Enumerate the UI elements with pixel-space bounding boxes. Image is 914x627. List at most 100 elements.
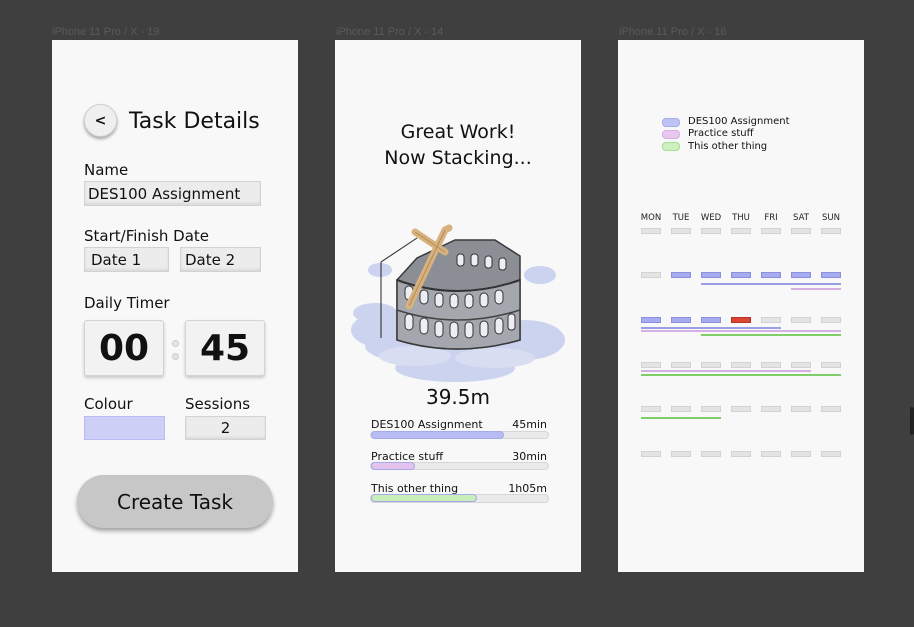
session-bar [641, 374, 841, 376]
calendar-cell[interactable] [761, 406, 781, 412]
calendar-cell[interactable] [821, 406, 841, 412]
calendar-cell[interactable] [791, 228, 811, 234]
headline-line-2: Now Stacking... [384, 147, 532, 169]
calendar-cell[interactable] [761, 272, 781, 278]
day-sat: SAT [793, 213, 809, 223]
calendar-cell[interactable] [701, 272, 721, 278]
calendar-cell[interactable] [641, 317, 661, 323]
task-progress-bar-2 [370, 462, 549, 470]
calendar-cell[interactable] [761, 451, 781, 457]
calendar-cell[interactable] [641, 451, 661, 457]
calendar-cell[interactable] [731, 317, 751, 323]
task-progress-bar-1 [370, 431, 549, 439]
headline-line-1: Great Work! [400, 121, 516, 143]
sessions-label: Sessions [185, 395, 251, 413]
session-bar [791, 288, 841, 290]
calendar-cell[interactable] [791, 406, 811, 412]
calendar-cell[interactable] [821, 228, 841, 234]
calendar-cell[interactable] [641, 272, 661, 278]
progress-screen: Great Work! Now Stacking... [335, 40, 581, 572]
calendar-cell[interactable] [671, 272, 691, 278]
timer-separator-dot-top [172, 340, 179, 347]
calendar-cell[interactable] [641, 406, 661, 412]
session-bar [641, 417, 721, 419]
calendar-cell[interactable] [701, 451, 721, 457]
calendar-cell[interactable] [641, 228, 661, 234]
calendar-cell[interactable] [731, 228, 751, 234]
calendar-cell[interactable] [821, 362, 841, 368]
calendar-cell[interactable] [821, 272, 841, 278]
calendar-cell[interactable] [701, 362, 721, 368]
calendar-cell[interactable] [671, 228, 691, 234]
legend-label-2: Practice stuff [688, 128, 754, 139]
legend-label-1: DES100 Assignment [688, 116, 790, 127]
task-name-1: DES100 Assignment [371, 418, 483, 431]
task-progress-fill-2 [371, 462, 416, 470]
calendar-cell[interactable] [671, 451, 691, 457]
calendar-cell[interactable] [731, 362, 751, 368]
calendar-cell[interactable] [821, 451, 841, 457]
task-name-3: This other thing [371, 482, 459, 495]
name-label: Name [84, 161, 129, 179]
day-fri: FRI [764, 213, 778, 223]
calendar-cell[interactable] [761, 362, 781, 368]
task-time-3: 1h05m [508, 482, 547, 495]
calendar-cell[interactable] [701, 406, 721, 412]
calendar-cell[interactable] [731, 272, 751, 278]
calendar-cell[interactable] [761, 228, 781, 234]
legend-swatch-2 [662, 130, 680, 139]
task-time-1: 45min [512, 418, 547, 431]
day-wed: WED [700, 213, 722, 223]
task-progress-fill-3 [371, 494, 478, 502]
calendar-cell[interactable] [671, 317, 691, 323]
calendar-cell[interactable] [761, 317, 781, 323]
calendar-cell[interactable] [821, 317, 841, 323]
task-name-2: Practice stuff [371, 450, 444, 463]
session-bar [641, 330, 841, 332]
finish-date-input[interactable]: Date 2 [180, 247, 261, 272]
timer-label: Daily Timer [84, 294, 170, 312]
calendar-cell[interactable] [671, 362, 691, 368]
frame-label-2: iPhone 11 Pro / X - 14 [336, 26, 444, 38]
timer-hours[interactable]: 00 [84, 320, 164, 376]
calendar-cell[interactable] [731, 451, 751, 457]
calendar-screen: DES100 Assignment Practice stuff This ot… [618, 40, 864, 572]
date-label: Start/Finish Date [84, 227, 210, 245]
calendar-cell[interactable] [701, 317, 721, 323]
total-time: 39.5m [425, 385, 490, 409]
create-task-button[interactable]: Create Task [77, 475, 273, 528]
scroll-edge-indicator [910, 407, 914, 435]
calendar-cell[interactable] [791, 317, 811, 323]
day-sun: SUN [822, 213, 840, 223]
calendar-cell[interactable] [671, 406, 691, 412]
day-thu: THU [732, 213, 750, 223]
colour-label: Colour [84, 395, 133, 413]
calendar-cell[interactable] [791, 362, 811, 368]
legend-label-3: This other thing [688, 141, 768, 152]
session-bar [641, 370, 811, 372]
task-progress-bar-3 [370, 494, 549, 503]
calendar-cell[interactable] [791, 272, 811, 278]
name-input[interactable]: DES100 Assignment [84, 181, 261, 206]
colour-swatch[interactable] [84, 416, 165, 440]
sessions-input[interactable]: 2 [185, 416, 266, 440]
session-bar [641, 327, 781, 329]
timer-separator-dot-bottom [172, 353, 179, 360]
calendar-cell[interactable] [731, 406, 751, 412]
page-title: Task Details [129, 109, 260, 134]
legend-swatch-1 [662, 118, 680, 127]
frame-label-1: iPhone 11 Pro / X - 19 [52, 26, 160, 38]
task-time-2: 30min [512, 450, 547, 463]
start-date-input[interactable]: Date 1 [84, 247, 169, 272]
timer-minutes[interactable]: 45 [185, 320, 265, 376]
task-progress-fill-1 [371, 431, 504, 439]
legend-swatch-3 [662, 142, 680, 151]
calendar-cell[interactable] [641, 362, 661, 368]
day-mon: MON [640, 213, 662, 223]
calendar-cell[interactable] [791, 451, 811, 457]
frame-label-3: iPhone 11 Pro / X - 16 [619, 26, 727, 38]
calendar-cell[interactable] [701, 228, 721, 234]
back-button[interactable]: < [84, 104, 117, 137]
day-tue: TUE [672, 213, 690, 223]
session-bar [701, 334, 841, 336]
